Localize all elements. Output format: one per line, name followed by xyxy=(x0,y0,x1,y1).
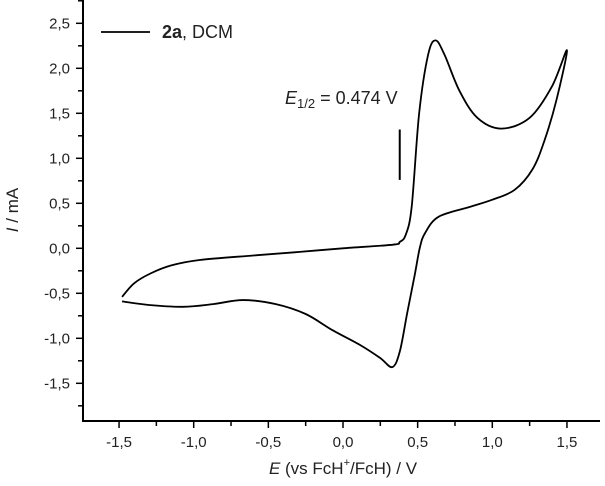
x-tick-label: 1,0 xyxy=(482,434,503,451)
ticks xyxy=(76,0,568,428)
y-tick-label: 0,0 xyxy=(49,240,70,257)
x-axis-title: E (vs FcH+/FcH) / V xyxy=(269,457,418,478)
tick-labels: -1,5 -1,0 -0,5 0,0 0,5 1,0 1,5 2,5 2,0 1,5 1,0 0,5 0… xyxy=(44,15,577,451)
x-tick-label: 1,5 xyxy=(557,434,578,451)
x-tick-label: -1,5 xyxy=(106,434,132,451)
series-line-2a-dcm xyxy=(121,39,568,369)
axes xyxy=(82,0,600,422)
y-tick-label: 2,0 xyxy=(49,60,70,77)
x-tick-label: 0,5 xyxy=(407,434,428,451)
y-tick-label: -0,5 xyxy=(44,285,70,302)
x-tick-label: -0,5 xyxy=(255,434,281,451)
y-tick-label: 2,5 xyxy=(49,15,70,32)
legend: 2a, DCM xyxy=(101,22,233,42)
e-half-annotation: E1/2 = 0.474 V xyxy=(285,88,398,111)
y-tick-label: -1,5 xyxy=(44,375,70,392)
y-tick-label: -1,0 xyxy=(44,330,70,347)
y-tick-label: 0,5 xyxy=(49,195,70,212)
x-tick-label: -1,0 xyxy=(181,434,207,451)
legend-label: 2a, DCM xyxy=(162,22,233,42)
y-axis-title: I / mA xyxy=(3,187,22,232)
y-tick-label: 1,5 xyxy=(49,105,70,122)
x-tick-label: 0,0 xyxy=(333,434,354,451)
y-tick-label: 1,0 xyxy=(49,150,70,167)
